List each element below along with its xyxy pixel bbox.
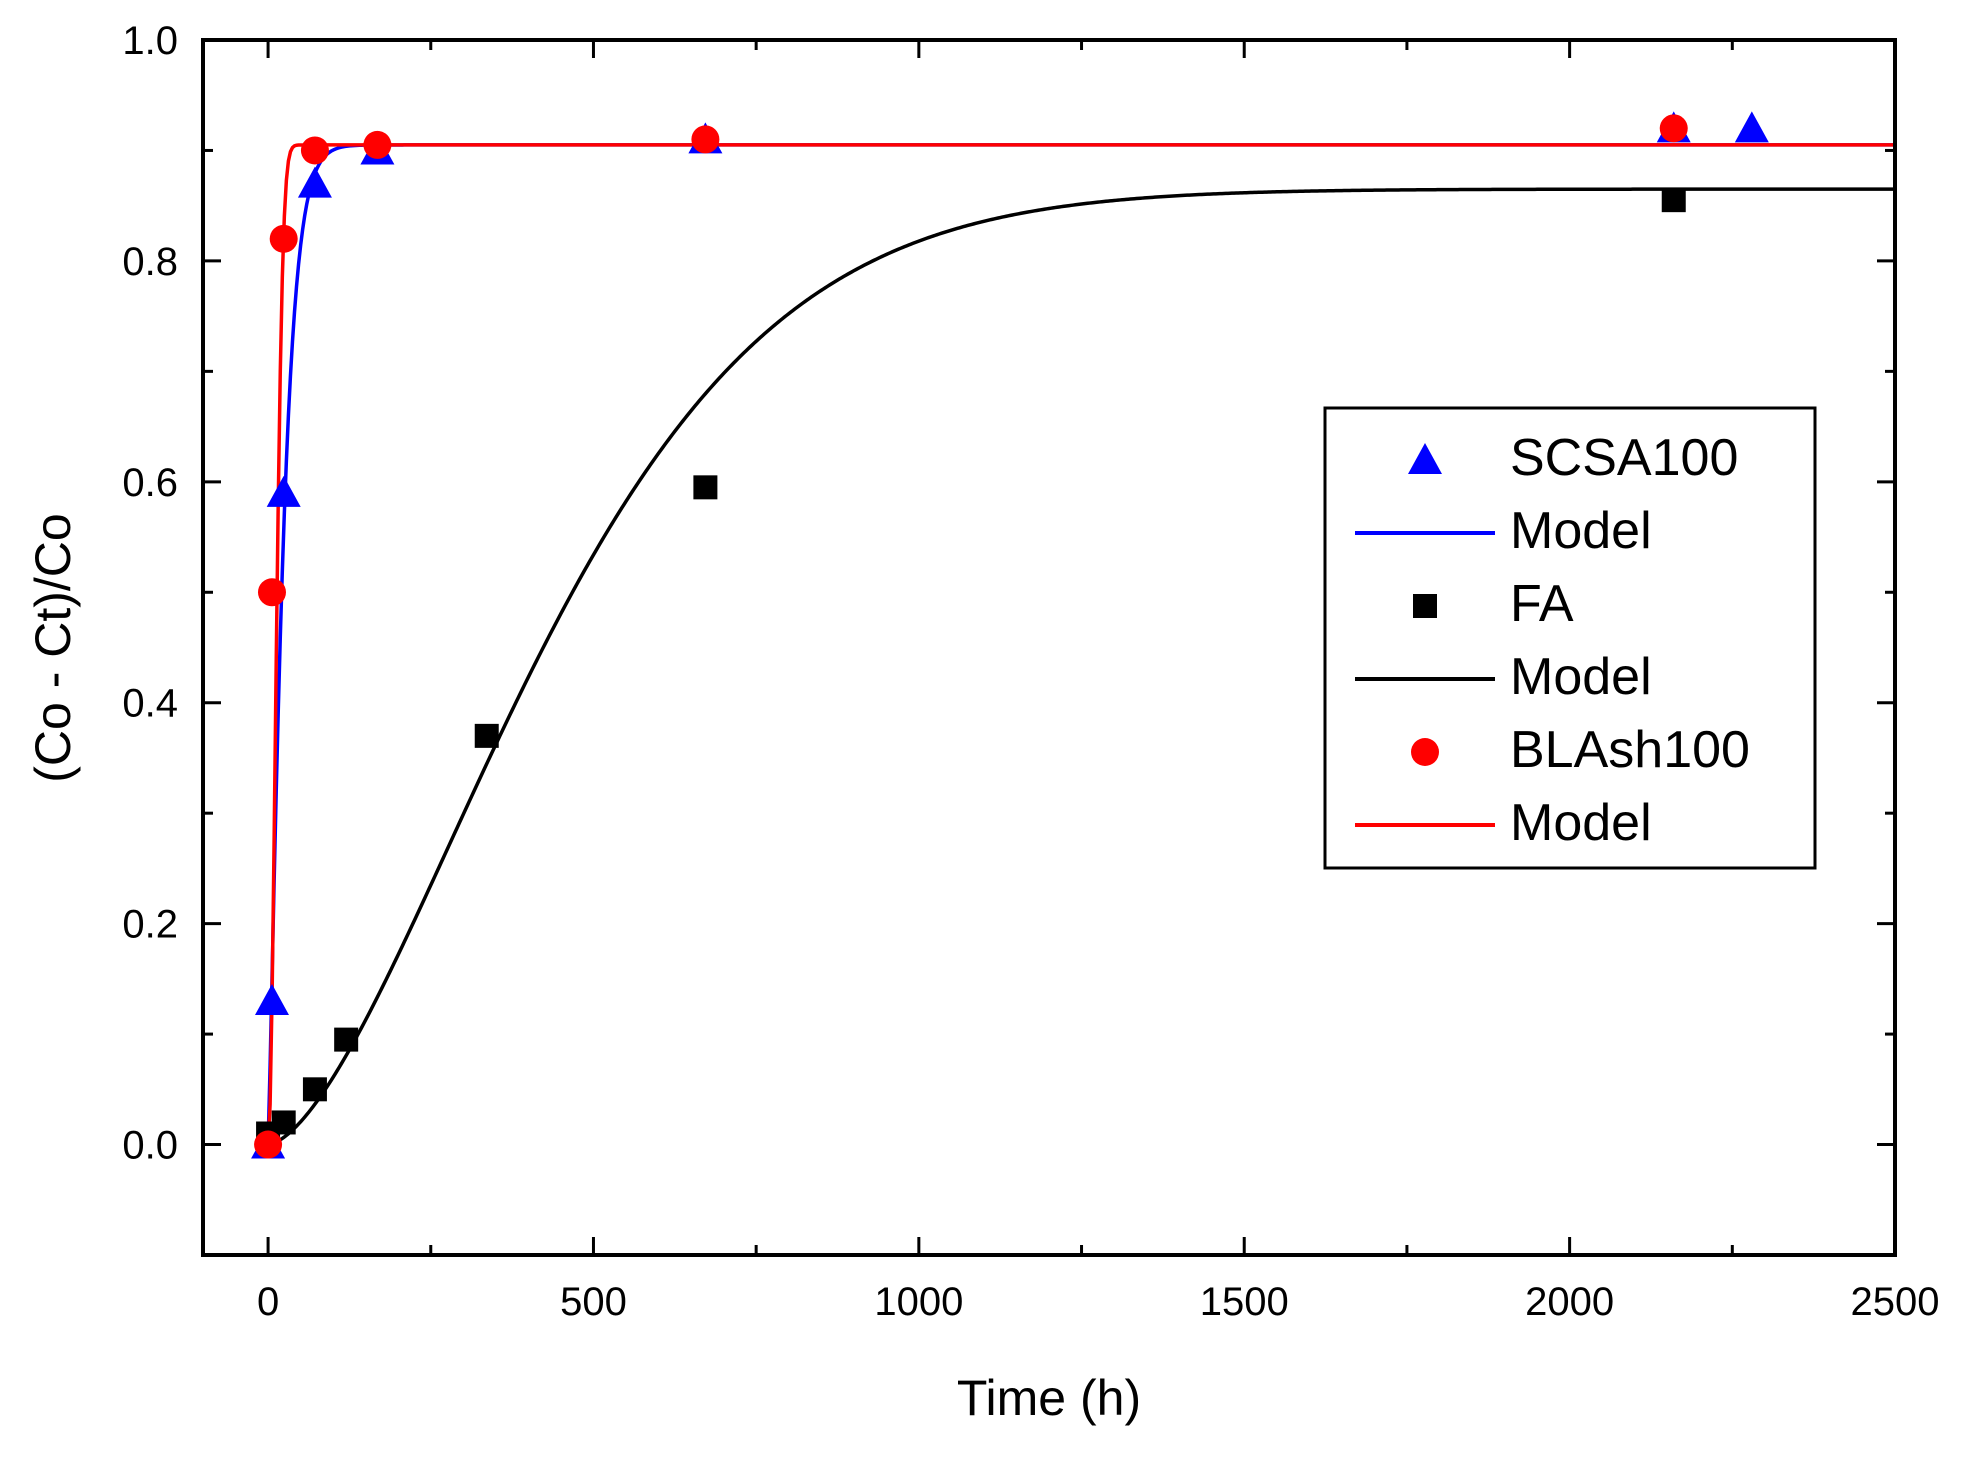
point-blash100 <box>1659 114 1688 143</box>
legend-label-fa: FA <box>1510 575 1574 633</box>
x-tick-label: 1000 <box>874 1280 963 1324</box>
x-axis-title: Time (h) <box>957 1370 1141 1426</box>
point-fa <box>693 475 718 500</box>
model-curves <box>266 143 1895 1147</box>
x-tick-label: 500 <box>560 1280 627 1324</box>
y-tick-label: 0.2 <box>122 903 178 947</box>
legend-box <box>1323 406 1817 870</box>
point-fa <box>271 1110 296 1135</box>
legend-label-model-blue: Model <box>1510 502 1652 560</box>
y-tick-label: 1.0 <box>122 19 178 63</box>
point-blash100 <box>269 224 298 253</box>
legend-marker-blash100 <box>1411 738 1439 766</box>
point-scsa100 <box>1734 111 1769 143</box>
point-blash100 <box>254 1130 283 1159</box>
x-tick-label: 2500 <box>1851 1280 1940 1324</box>
model-curve-1 <box>267 187 1895 1147</box>
legend-label-scsa100: SCSA100 <box>1510 429 1738 487</box>
point-blash100 <box>363 130 392 159</box>
point-blash100 <box>300 136 329 165</box>
point-blash100 <box>691 125 720 154</box>
y-tick-label: 0.6 <box>122 461 178 505</box>
legend-label-blash100: BLAsh100 <box>1510 721 1750 779</box>
x-tick-label: 0 <box>257 1280 279 1324</box>
x-tick-label: 1500 <box>1200 1280 1289 1324</box>
legend: SCSA100 Model FA Model BLAsh100 Model <box>1323 406 1817 870</box>
legend-label-model-red: Model <box>1510 794 1652 852</box>
point-fa <box>302 1077 327 1102</box>
y-tick-label: 0.4 <box>122 682 178 726</box>
point-scsa100 <box>297 166 332 198</box>
legend-marker-fa <box>1413 594 1437 618</box>
point-blash100 <box>257 578 286 607</box>
y-axis-title: (Co - Ct)/Co <box>25 513 81 782</box>
point-scsa100 <box>266 475 301 507</box>
point-fa <box>334 1027 359 1052</box>
legend-keys <box>1355 443 1495 827</box>
legend-label-model-black: Model <box>1510 648 1652 706</box>
point-fa <box>474 723 499 748</box>
point-scsa100 <box>254 983 289 1015</box>
x-tick-label: 2000 <box>1525 1280 1614 1324</box>
legend-marker-scsa100 <box>1408 443 1442 474</box>
model-curve-2 <box>266 143 1895 1145</box>
y-tick-label: 0.8 <box>122 240 178 284</box>
axis-ticks: 0 500 1000 1500 2000 2500 0.0 0.2 0.4 0.6 0.8 1.0 <box>122 19 1939 1324</box>
y-tick-label: 0.0 <box>122 1124 178 1168</box>
plot-frame <box>201 38 1897 1257</box>
point-fa <box>1661 188 1686 213</box>
data-points <box>251 111 1769 1159</box>
